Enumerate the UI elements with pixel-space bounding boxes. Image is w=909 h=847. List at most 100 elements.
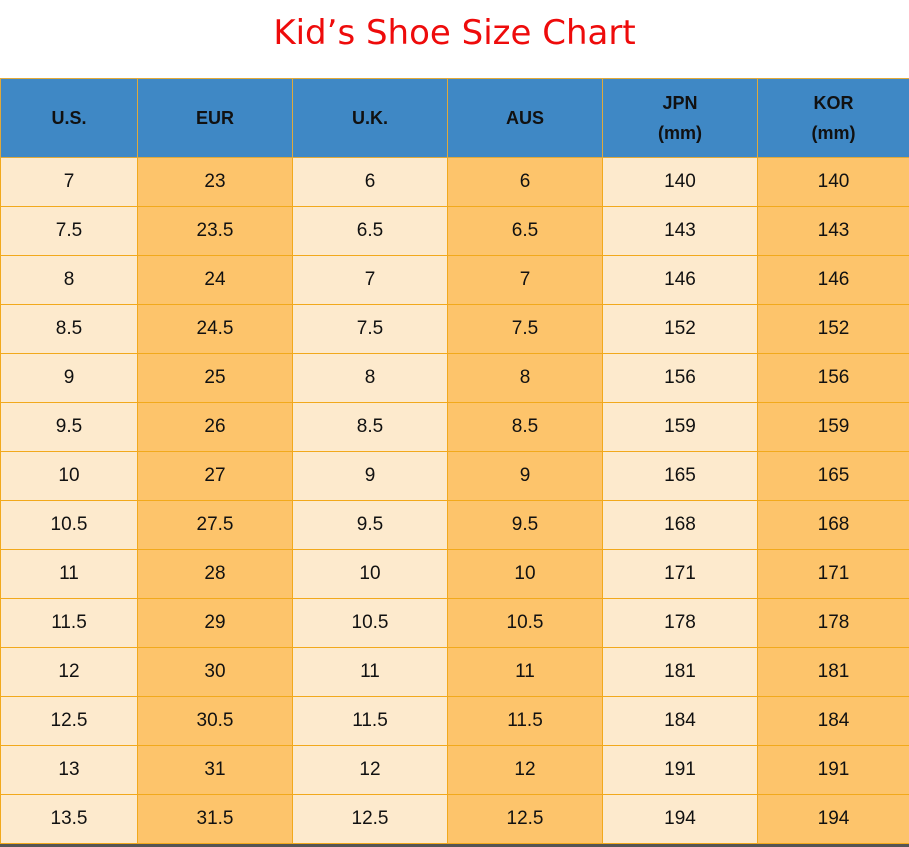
table-cell: 12 xyxy=(293,746,448,795)
table-cell: 31 xyxy=(138,746,293,795)
table-cell: 11.5 xyxy=(293,697,448,746)
table-cell: 11 xyxy=(448,648,603,697)
table-cell: 26 xyxy=(138,403,293,452)
table-cell: 24 xyxy=(138,256,293,305)
table-cell: 10.5 xyxy=(448,599,603,648)
table-cell: 6.5 xyxy=(293,207,448,256)
table-cell: 8.5 xyxy=(1,305,138,354)
table-cell: 181 xyxy=(603,648,758,697)
table-cell: 159 xyxy=(603,403,758,452)
column-header: KOR (mm) xyxy=(758,79,909,158)
table-cell: 184 xyxy=(758,697,909,746)
table-cell: 7.5 xyxy=(293,305,448,354)
table-cell: 191 xyxy=(603,746,758,795)
table-cell: 9 xyxy=(448,452,603,501)
table-cell: 10.5 xyxy=(1,501,138,550)
table-cell: 8.5 xyxy=(448,403,603,452)
table-cell: 6 xyxy=(448,158,603,207)
table-cell: 7 xyxy=(448,256,603,305)
table-cell: 6 xyxy=(293,158,448,207)
table-cell: 152 xyxy=(603,305,758,354)
table-cell: 178 xyxy=(603,599,758,648)
table-cell: 7.5 xyxy=(448,305,603,354)
table-cell: 184 xyxy=(603,697,758,746)
table-cell: 146 xyxy=(603,256,758,305)
table-cell: 10.5 xyxy=(293,599,448,648)
table-cell: 13 xyxy=(1,746,138,795)
table-cell: 8 xyxy=(448,354,603,403)
table-cell: 9.5 xyxy=(293,501,448,550)
table-cell: 159 xyxy=(758,403,909,452)
table-cell: 7 xyxy=(293,256,448,305)
table-cell: 31.5 xyxy=(138,795,293,844)
page-title: Kid’s Shoe Size Chart xyxy=(0,0,909,78)
column-header: U.K. xyxy=(293,79,448,158)
table-cell: 10 xyxy=(1,452,138,501)
table-cell: 143 xyxy=(603,207,758,256)
table-cell: 8 xyxy=(1,256,138,305)
column-header: AUS xyxy=(448,79,603,158)
table-cell: 156 xyxy=(758,354,909,403)
table-cell: 9 xyxy=(1,354,138,403)
table-cell: 181 xyxy=(758,648,909,697)
column-header: U.S. xyxy=(1,79,138,158)
column-header: EUR xyxy=(138,79,293,158)
table-cell: 11 xyxy=(293,648,448,697)
table-cell: 12.5 xyxy=(1,697,138,746)
table-cell: 11 xyxy=(1,550,138,599)
table-cell: 27 xyxy=(138,452,293,501)
table-cell: 143 xyxy=(758,207,909,256)
table-cell: 25 xyxy=(138,354,293,403)
table-cell: 23.5 xyxy=(138,207,293,256)
table-cell: 8 xyxy=(293,354,448,403)
table-cell: 140 xyxy=(758,158,909,207)
table-cell: 152 xyxy=(758,305,909,354)
table-cell: 27.5 xyxy=(138,501,293,550)
table-cell: 30 xyxy=(138,648,293,697)
table-cell: 8.5 xyxy=(293,403,448,452)
table-cell: 7 xyxy=(1,158,138,207)
table-cell: 171 xyxy=(603,550,758,599)
table-cell: 12.5 xyxy=(448,795,603,844)
table-cell: 24.5 xyxy=(138,305,293,354)
table-cell: 6.5 xyxy=(448,207,603,256)
table-cell: 194 xyxy=(603,795,758,844)
table-cell: 30.5 xyxy=(138,697,293,746)
column-header: JPN (mm) xyxy=(603,79,758,158)
table-cell: 146 xyxy=(758,256,909,305)
table-cell: 156 xyxy=(603,354,758,403)
table-cell: 9.5 xyxy=(448,501,603,550)
table-cell: 28 xyxy=(138,550,293,599)
table-cell: 7.5 xyxy=(1,207,138,256)
table-cell: 29 xyxy=(138,599,293,648)
table-cell: 12 xyxy=(1,648,138,697)
table-cell: 165 xyxy=(603,452,758,501)
table-cell: 9 xyxy=(293,452,448,501)
table-cell: 168 xyxy=(758,501,909,550)
table-cell: 140 xyxy=(603,158,758,207)
table-cell: 168 xyxy=(603,501,758,550)
table-cell: 171 xyxy=(758,550,909,599)
table-cell: 11.5 xyxy=(448,697,603,746)
table-cell: 194 xyxy=(758,795,909,844)
table-cell: 12.5 xyxy=(293,795,448,844)
table-cell: 12 xyxy=(448,746,603,795)
table-cell: 10 xyxy=(293,550,448,599)
table-cell: 191 xyxy=(758,746,909,795)
table-cell: 178 xyxy=(758,599,909,648)
table-cell: 9.5 xyxy=(1,403,138,452)
table-cell: 23 xyxy=(138,158,293,207)
